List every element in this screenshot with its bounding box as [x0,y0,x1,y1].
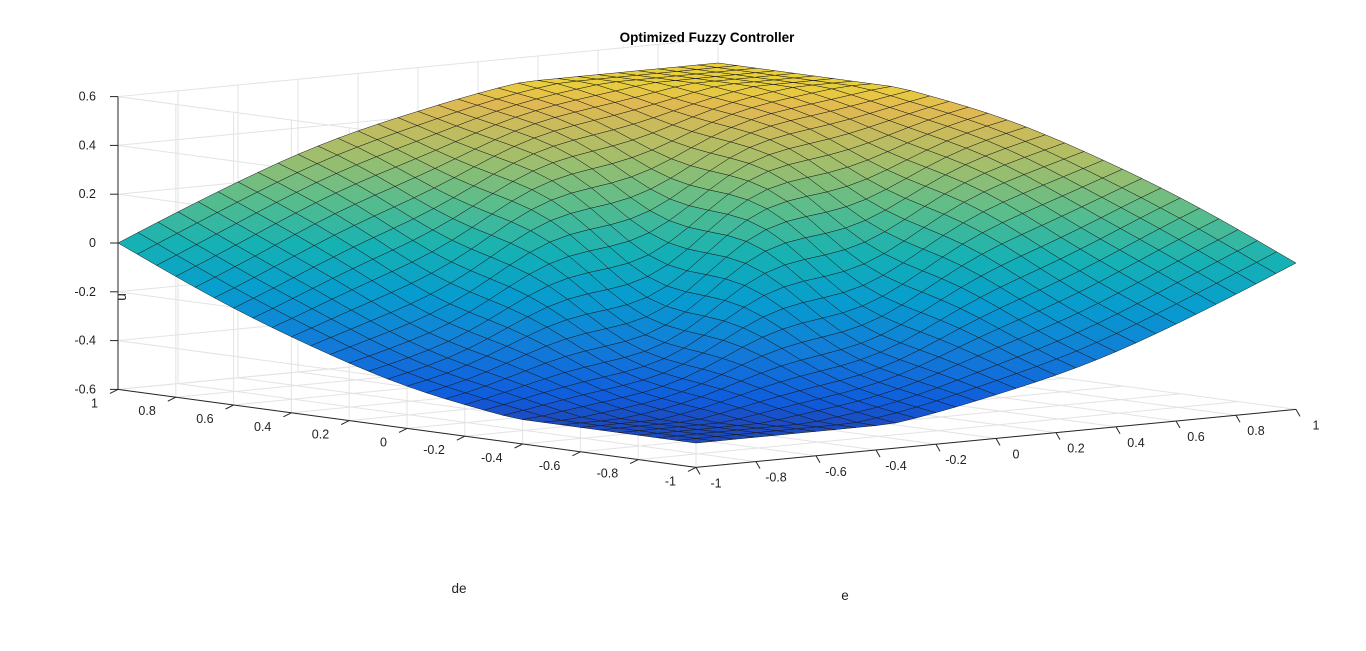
x-tick-mark [1055,432,1061,440]
y-tick-mark [225,404,234,410]
x-tick-label: -0.8 [765,471,787,485]
y-tick-mark [514,443,523,449]
y-tick-label: 0.2 [312,428,329,442]
z-tick-label: -0.4 [74,334,96,348]
x-tick-mark [695,467,701,475]
axes-lines [109,96,1301,475]
x-tick-label: -0.4 [885,459,907,473]
z-tick-label: 0 [89,236,96,250]
surface-mesh [117,62,1297,444]
y-tick-label: -1 [665,474,676,488]
x-tick-mark [815,455,821,464]
chart-title: Optimized Fuzzy Controller [620,30,796,45]
z-tick-label: -0.2 [74,285,96,299]
x-tick-mark [755,461,761,469]
y-tick-label: 0 [380,435,387,449]
x-tick-mark [995,438,1001,446]
x-tick-label: 0.6 [1187,430,1204,444]
x-tick-label: -0.2 [945,453,967,467]
grid-line [638,401,1239,461]
y-tick-mark [456,435,466,441]
grid-line [117,38,719,98]
x-tick-label: 0.4 [1127,436,1144,450]
z-tick-label: -0.6 [74,382,96,396]
tick-labels: -0.6 -0.4 -0.2 0 0.2 0.4 0.6 -1 -0.8 -0.6 -0.4 -0.2… [74,90,1319,491]
y-tick-mark [340,420,350,426]
z-tick-label: 0.2 [79,187,96,201]
y-tick-mark [167,396,177,402]
x-tick-label: -1 [710,476,721,490]
y-tick-mark [687,466,697,472]
y-tick-label: -0.6 [539,459,561,473]
x-tick-mark [1235,414,1241,423]
y-tick-mark [109,388,119,394]
x-tick-mark [1295,409,1301,417]
x-tick-label: 1 [1313,418,1320,432]
x-tick-label: 0.2 [1067,442,1084,456]
y-tick-label: 1 [91,396,98,410]
z-axis-label: u [114,293,129,301]
x-tick-mark [935,443,941,452]
x-tick-label: -0.6 [825,465,847,479]
y-tick-label: -0.8 [597,467,619,481]
x-tick-label: 0 [1013,447,1020,461]
y-tick-mark [572,451,581,457]
y-tick-label: 0.4 [254,420,271,434]
x-tick-mark [1175,420,1181,429]
y-tick-label: 0.6 [196,412,213,426]
x-tick-mark [1115,426,1121,435]
y-tick-label: 0.8 [138,404,155,418]
y-tick-mark [398,427,408,433]
x-axis-label: e [841,588,849,603]
y-tick-label: -0.2 [423,443,445,457]
surface-face [1256,251,1297,274]
y-tick-mark [283,412,292,418]
y-axis-label: de [451,581,466,596]
y-tick-mark [629,459,639,465]
y-tick-label: -0.4 [481,451,503,465]
x-tick-mark [875,449,881,458]
z-tick-label: 0.4 [79,138,96,152]
z-tick-label: 0.6 [79,90,96,104]
x-tick-label: 0.8 [1247,424,1264,438]
